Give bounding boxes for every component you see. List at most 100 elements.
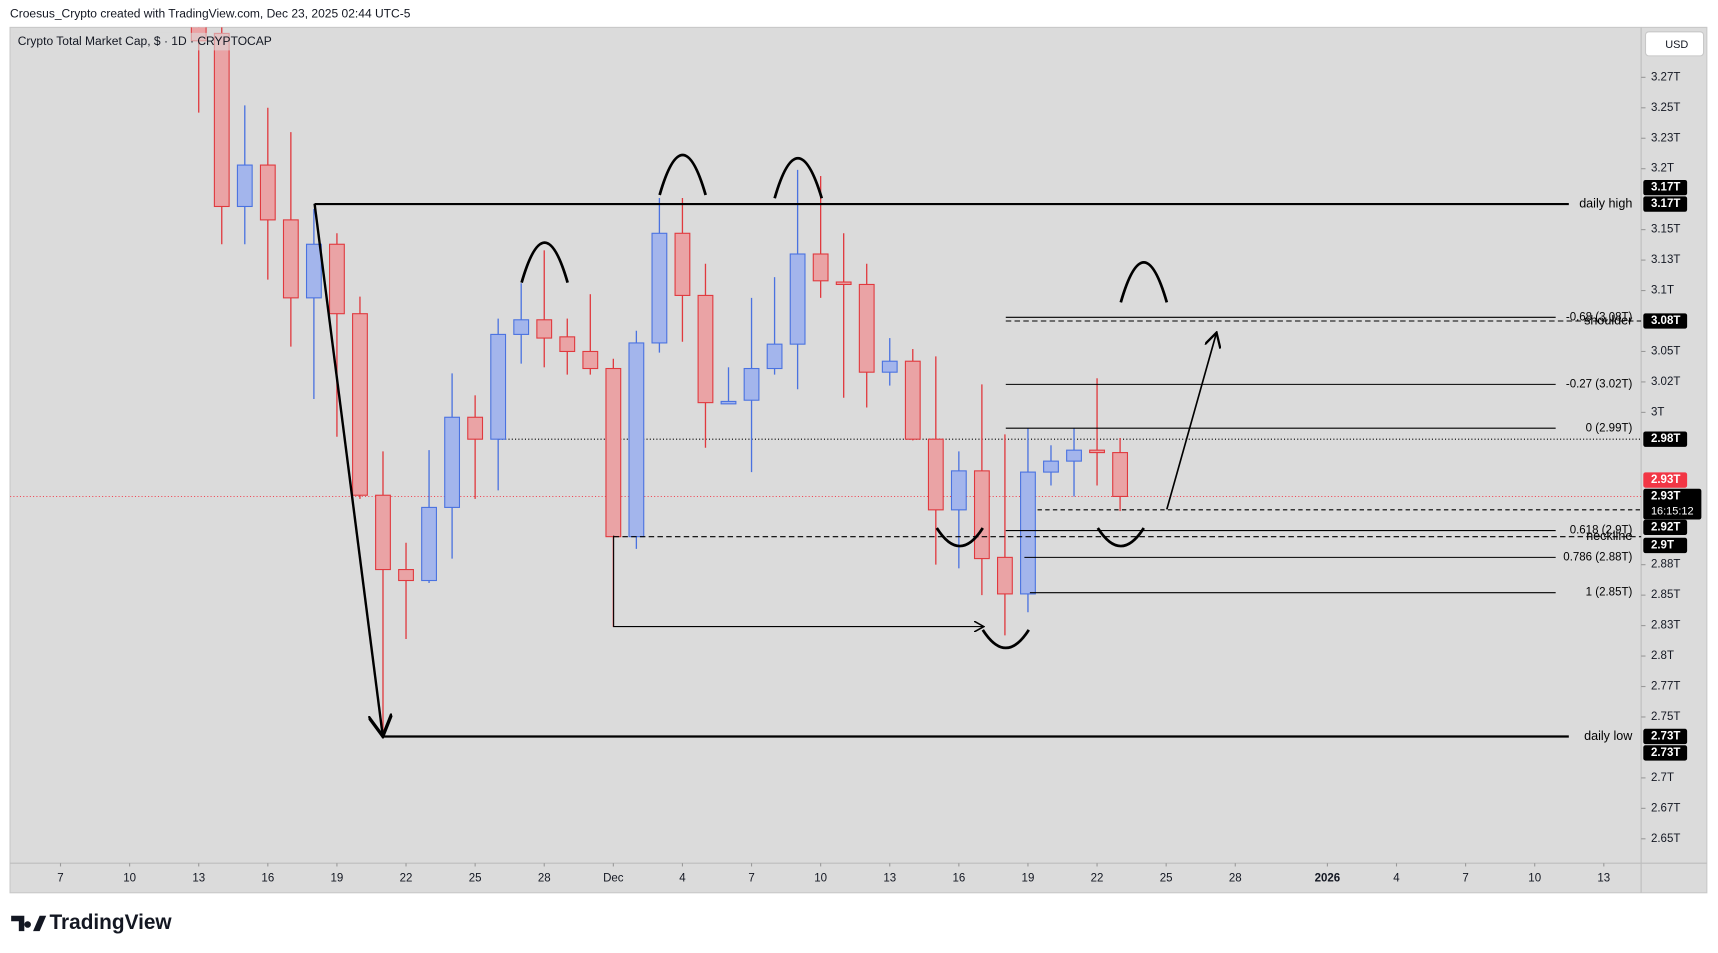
price-tag [1643, 519, 1688, 536]
price-tag [1643, 728, 1688, 745]
price-tag-label: 2.73T [1651, 730, 1680, 742]
candle-body [997, 556, 1013, 595]
candle-body [766, 343, 783, 370]
currency: USD [1665, 39, 1688, 51]
key-level-label: daily low [1584, 729, 1633, 743]
x-tick-label: 7 [57, 873, 63, 885]
target-arrow [1166, 334, 1216, 510]
y-tick-label: 3.2T [1651, 163, 1674, 175]
x-tick-label: 13 [883, 873, 896, 885]
head-arc [658, 153, 707, 196]
candle-body [398, 569, 414, 582]
fib-level-label: -0.27 (3.02T) [1566, 378, 1633, 390]
y-tick-label: 3.05T [1651, 345, 1680, 357]
x-tick-label: 4 [1393, 873, 1400, 885]
x-tick-label: 16 [261, 873, 274, 885]
y-tick-label: 3.25T [1651, 102, 1680, 114]
candle-body [213, 32, 230, 208]
price-tag [1643, 313, 1688, 329]
candle-body [1089, 449, 1105, 454]
trough-arc [981, 629, 1030, 650]
candle-body [651, 232, 668, 344]
candle-body [697, 294, 714, 404]
dashed-level-label: neckline [1586, 529, 1632, 543]
price-tag-label: 2.98T [1651, 433, 1680, 445]
price-tag-label: 3.08T [1651, 315, 1680, 327]
candle-body [1043, 460, 1059, 473]
trough-arc [935, 527, 984, 548]
candle-body [605, 367, 622, 538]
x-tick-label: 28 [1229, 873, 1242, 885]
candle-body [282, 219, 299, 299]
x-tick-label: 28 [538, 873, 551, 885]
candle-body [835, 281, 852, 286]
candle-body [236, 164, 253, 208]
fib-level-label: 0.618 (2.9T) [1570, 525, 1633, 537]
candle-body [559, 336, 576, 353]
candle-body [490, 333, 507, 440]
candle-body [1112, 452, 1129, 497]
x-tick-label: 13 [1597, 873, 1610, 885]
x-tick-label: 10 [814, 873, 827, 885]
header: Croesus_Crypto created with TradingView.… [10, 6, 411, 20]
x-tick-label: 2026 [1315, 873, 1341, 885]
price-countdown: 16:15:12 [1651, 506, 1694, 518]
candle-body [720, 400, 737, 405]
price-tag-label: 2.73T [1651, 747, 1680, 759]
candle-body [628, 342, 645, 538]
x-tick-label: 19 [1022, 873, 1035, 885]
candle-body [789, 253, 806, 345]
head-arc [773, 156, 824, 199]
price-tag [1643, 431, 1688, 447]
currency-button[interactable] [1644, 31, 1705, 57]
x-tick-label: 7 [1462, 873, 1468, 885]
candle-body [858, 283, 875, 373]
x-tick-label: 10 [123, 873, 136, 885]
key-level-label: daily high [1579, 196, 1632, 210]
x-tick-label: 25 [1160, 873, 1173, 885]
y-tick-label: 3T [1651, 406, 1664, 418]
price-tag [1643, 472, 1688, 488]
candle-body [375, 494, 391, 571]
y-tick-label: 3.27T [1651, 71, 1680, 83]
x-tick-label: Dec [603, 873, 624, 885]
chart-frame [9, 26, 1708, 894]
y-tick-label: 3.23T [1651, 132, 1680, 144]
fib-level-label: 1 (2.85T) [1586, 587, 1633, 599]
candle-body [352, 313, 368, 496]
candle-body [950, 470, 967, 511]
candle-body [421, 506, 437, 582]
price-tag-label: 2.9T [1651, 539, 1674, 551]
brand-logo: TradingView [11, 911, 172, 934]
candle-body [812, 253, 829, 282]
price-tag [1643, 537, 1688, 554]
down-arrow [313, 203, 383, 734]
fib-level-label: 0.786 (2.88T) [1563, 551, 1632, 563]
candle-body [513, 319, 530, 335]
y-tick-label: 2.77T [1651, 681, 1680, 693]
candle-body [329, 243, 345, 315]
candle-body [1020, 471, 1036, 595]
title-bg [13, 32, 268, 51]
x-tick-label: 16 [952, 873, 965, 885]
y-tick-label: 3.13T [1651, 254, 1680, 266]
brand: TradingView [49, 911, 172, 934]
candle-body [674, 232, 691, 296]
x-tick-label: 19 [331, 873, 344, 885]
candle-body [305, 243, 322, 299]
price-tag-label: 2.93T [1651, 490, 1680, 502]
trough-arc [1096, 527, 1145, 548]
drawings [313, 153, 1217, 734]
candle-body [467, 416, 484, 440]
y-tick-label: 2.83T [1651, 620, 1680, 632]
candle-body [1066, 449, 1082, 462]
candle-body [536, 319, 553, 339]
candle-body [259, 164, 276, 221]
shoulder-arc [1119, 261, 1169, 303]
fib-level-label: -0.68 (3.08T) [1566, 311, 1633, 323]
candle-body [743, 367, 760, 401]
shoulder-arc [520, 241, 569, 283]
x-tick-label: 22 [1091, 873, 1104, 885]
price-tag [1643, 196, 1688, 212]
